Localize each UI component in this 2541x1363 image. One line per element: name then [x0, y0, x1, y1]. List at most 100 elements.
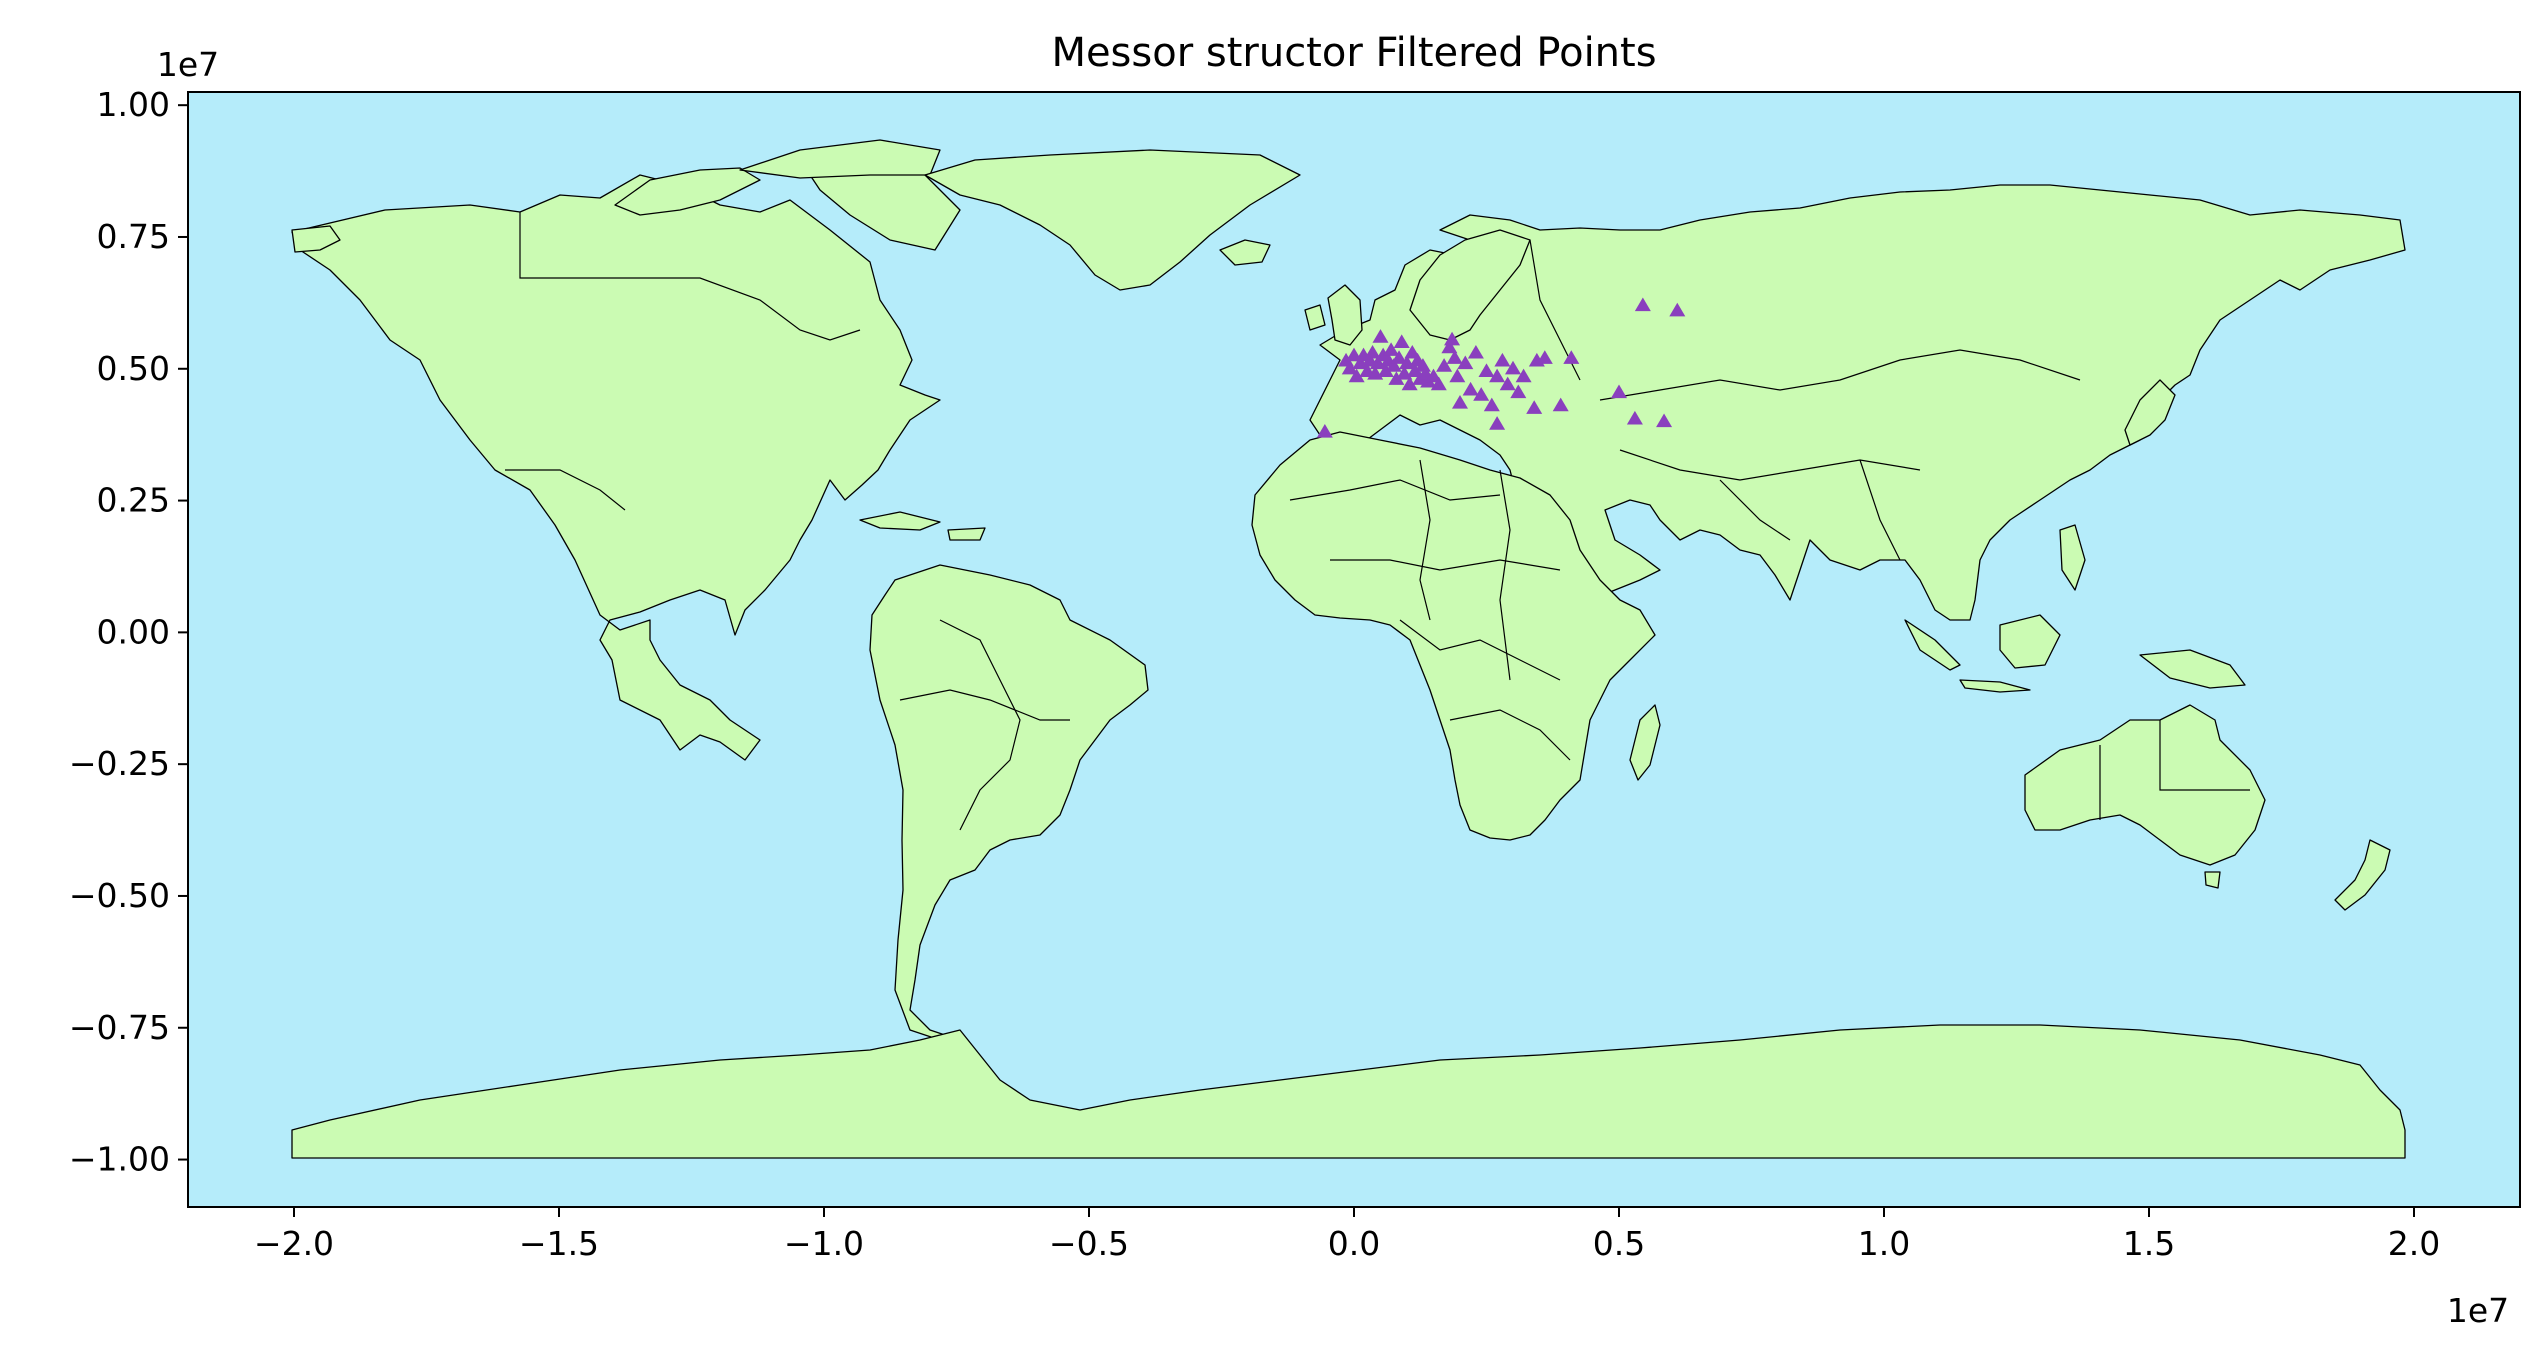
landmass-ellesmere — [739, 139, 941, 179]
data-point — [1462, 381, 1479, 396]
border-eurasia-4 — [1719, 479, 1791, 541]
data-point — [1341, 360, 1358, 375]
data-point — [1385, 358, 1402, 372]
data-point — [1499, 376, 1516, 391]
landmass-iceland — [1219, 239, 1271, 266]
point-markers — [1316, 297, 1686, 438]
y-tick-label: 0.75 — [97, 217, 170, 256]
data-point — [1515, 368, 1532, 383]
data-point — [1473, 387, 1490, 401]
data-point — [1656, 413, 1673, 428]
data-point — [1441, 339, 1458, 354]
data-point — [1316, 424, 1333, 438]
data-point — [1611, 384, 1627, 399]
landmass-africa — [1251, 431, 1656, 841]
data-point — [1536, 350, 1553, 364]
data-point — [1436, 358, 1453, 372]
x-tick-label: −1.0 — [784, 1224, 864, 1263]
y-tick-label: −0.75 — [69, 1008, 170, 1047]
landmass-hispaniola — [947, 527, 986, 541]
data-point — [1552, 397, 1569, 412]
y-tick-label: 0.00 — [97, 612, 170, 651]
data-point — [1401, 376, 1418, 391]
country-borders — [505, 212, 2250, 831]
y-tick-label: −0.25 — [69, 744, 170, 783]
landmass-new-guinea — [2139, 649, 2246, 689]
x-tick-label: −0.5 — [1049, 1224, 1129, 1263]
data-point — [1414, 358, 1431, 372]
landmass-alaska-tip — [291, 225, 341, 253]
data-point — [1446, 350, 1463, 364]
data-point — [1478, 363, 1495, 378]
data-point — [1563, 350, 1580, 364]
land-masses — [291, 139, 2406, 1159]
landmass-north-america — [291, 174, 941, 761]
data-point — [1449, 368, 1466, 383]
border-eurasia-3 — [1619, 449, 1921, 481]
x-axis: −2.0 −1.5 −1.0 −0.5 0.0 0.5 1.0 1.5 2.0 — [254, 1207, 2440, 1263]
data-point — [1452, 395, 1468, 409]
border-africa-6 — [1499, 469, 1511, 681]
data-point — [1444, 331, 1461, 346]
landmass-ireland — [1304, 304, 1326, 331]
y-tick-label: −0.50 — [69, 876, 170, 915]
border-eurasia-2 — [1599, 349, 2081, 401]
landmass-japan — [2124, 379, 2176, 446]
data-point — [1348, 368, 1365, 383]
border-canada-usa — [519, 212, 861, 341]
data-point — [1510, 384, 1527, 399]
data-point — [1505, 360, 1521, 375]
landmass-java — [1959, 679, 2031, 693]
landmass-greenland — [924, 149, 1301, 291]
x-tick-label: −1.5 — [519, 1224, 599, 1263]
border-australia — [2099, 720, 2250, 820]
data-point — [1526, 400, 1543, 414]
landmass-madagascar — [1629, 704, 1661, 781]
border-africa-3 — [1399, 619, 1561, 681]
landmass-new-zealand — [2334, 839, 2391, 911]
x-offset-label: 1e7 — [2447, 1291, 2509, 1330]
landmass-south-america — [869, 564, 1149, 1041]
data-point — [1467, 344, 1484, 359]
data-point — [1388, 371, 1405, 385]
data-point — [1377, 363, 1394, 378]
data-point — [1383, 342, 1400, 356]
x-tick-label: 1.0 — [1858, 1224, 1910, 1263]
border-usa-mexico — [505, 469, 626, 511]
landmass-cuba — [859, 511, 941, 531]
x-tick-label: 0.0 — [1328, 1224, 1380, 1263]
y-tick-label: −1.00 — [69, 1140, 170, 1179]
data-point — [1457, 355, 1474, 370]
x-tick-label: 1.5 — [2123, 1224, 2175, 1263]
landmass-borneo — [1999, 614, 2061, 669]
landmass-tasmania — [2204, 871, 2221, 889]
data-point — [1391, 350, 1408, 364]
data-point — [1634, 297, 1651, 312]
landmass-great-britain — [1327, 284, 1363, 346]
data-point — [1489, 416, 1506, 430]
border-eurasia-5 — [1859, 459, 1901, 561]
data-point — [1489, 368, 1506, 383]
y-axis: 1.00 0.75 0.50 0.25 0.00 −0.25 −0.50 −0.75 −1.00 — [69, 85, 188, 1179]
y-tick-label: 0.50 — [97, 349, 170, 388]
x-tick-label: 0.5 — [1593, 1224, 1645, 1263]
x-tick-label: −2.0 — [254, 1224, 334, 1263]
y-offset-label: 1e7 — [157, 45, 219, 84]
landmass-antarctica — [291, 1024, 2406, 1159]
border-africa-2 — [1330, 559, 1561, 571]
y-tick-label: 1.00 — [97, 85, 170, 124]
data-point — [1364, 344, 1381, 359]
border-africa-5 — [1419, 459, 1431, 621]
border-africa-1 — [1289, 479, 1501, 501]
chart-title: Messor structor Filtered Points — [1051, 30, 1656, 76]
data-point — [1626, 410, 1643, 425]
landmass-sumatra — [1904, 619, 1961, 671]
landmass-australia — [2024, 704, 2266, 866]
border-africa-4 — [1449, 709, 1571, 761]
map-area — [188, 92, 2520, 1207]
x-tick-label: 2.0 — [2388, 1224, 2440, 1263]
landmass-arctic-islands — [614, 167, 761, 216]
landmass-philippines — [2059, 524, 2086, 591]
data-point — [1393, 334, 1410, 349]
